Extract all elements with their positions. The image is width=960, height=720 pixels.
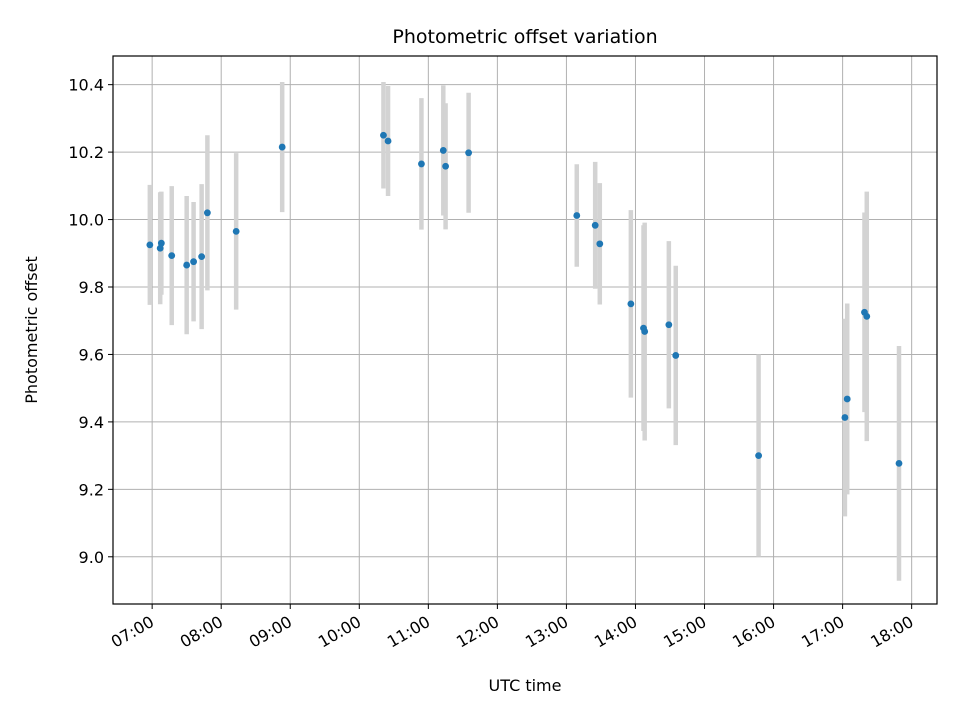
y-axis-label: Photometric offset bbox=[22, 256, 41, 404]
data-points bbox=[146, 131, 903, 467]
x-tick-label: 10:00 bbox=[315, 612, 364, 652]
y-tick-label: 9.4 bbox=[79, 413, 104, 432]
x-axis-label: UTC time bbox=[489, 676, 562, 695]
data-point bbox=[198, 253, 206, 261]
error-bars bbox=[147, 81, 902, 581]
y-tick-label: 10.0 bbox=[68, 211, 104, 230]
data-point bbox=[442, 162, 449, 170]
y-tick-label: 10.2 bbox=[68, 143, 104, 162]
grid bbox=[113, 56, 937, 604]
x-tick-label: 11:00 bbox=[384, 612, 433, 652]
data-point bbox=[384, 137, 392, 145]
data-point bbox=[232, 227, 240, 235]
data-point bbox=[596, 240, 604, 248]
x-axis-ticks: 07:00 08:00 09:00 10:00 11:00 12:00 13:00 14:00… bbox=[108, 604, 917, 652]
data-point bbox=[573, 212, 581, 219]
data-point bbox=[278, 143, 286, 151]
data-point bbox=[156, 244, 164, 252]
x-tick-label: 09:00 bbox=[246, 612, 295, 652]
data-point bbox=[895, 459, 903, 467]
data-point bbox=[380, 131, 387, 139]
data-point bbox=[672, 352, 680, 359]
y-tick-label: 9.0 bbox=[79, 548, 104, 567]
chart-title: Photometric offset variation bbox=[392, 26, 657, 48]
x-tick-label: 12:00 bbox=[453, 612, 502, 652]
data-point bbox=[183, 261, 191, 269]
data-point bbox=[665, 321, 673, 329]
y-axis-ticks: 9.0 9.2 9.4 9.6 9.8 10.0 10.2 10.4 bbox=[68, 76, 113, 567]
data-point bbox=[627, 300, 635, 308]
data-point bbox=[843, 395, 851, 403]
x-tick-label: 15:00 bbox=[660, 612, 709, 652]
y-tick-label: 9.8 bbox=[79, 278, 104, 297]
data-point bbox=[146, 241, 154, 249]
plot-frame bbox=[112, 55, 938, 605]
data-point bbox=[755, 452, 763, 460]
data-point bbox=[168, 252, 176, 260]
data-point bbox=[465, 149, 473, 157]
x-tick-label: 14:00 bbox=[591, 612, 640, 652]
data-point bbox=[203, 209, 211, 217]
data-point bbox=[157, 239, 165, 247]
x-tick-label: 18:00 bbox=[867, 612, 916, 652]
data-point bbox=[641, 328, 649, 335]
x-tick-label: 17:00 bbox=[798, 612, 847, 652]
data-point bbox=[418, 160, 425, 168]
x-tick-label: 07:00 bbox=[108, 612, 157, 652]
data-point bbox=[190, 258, 197, 266]
data-point bbox=[841, 414, 849, 421]
data-point bbox=[863, 312, 871, 320]
x-tick-label: 16:00 bbox=[729, 612, 778, 652]
y-tick-label: 9.6 bbox=[79, 345, 104, 364]
y-tick-label: 9.2 bbox=[79, 480, 104, 499]
y-tick-label: 10.4 bbox=[68, 76, 104, 95]
data-point bbox=[439, 147, 447, 154]
x-tick-label: 13:00 bbox=[522, 612, 571, 652]
data-point bbox=[591, 221, 599, 229]
x-tick-label: 08:00 bbox=[177, 612, 226, 652]
